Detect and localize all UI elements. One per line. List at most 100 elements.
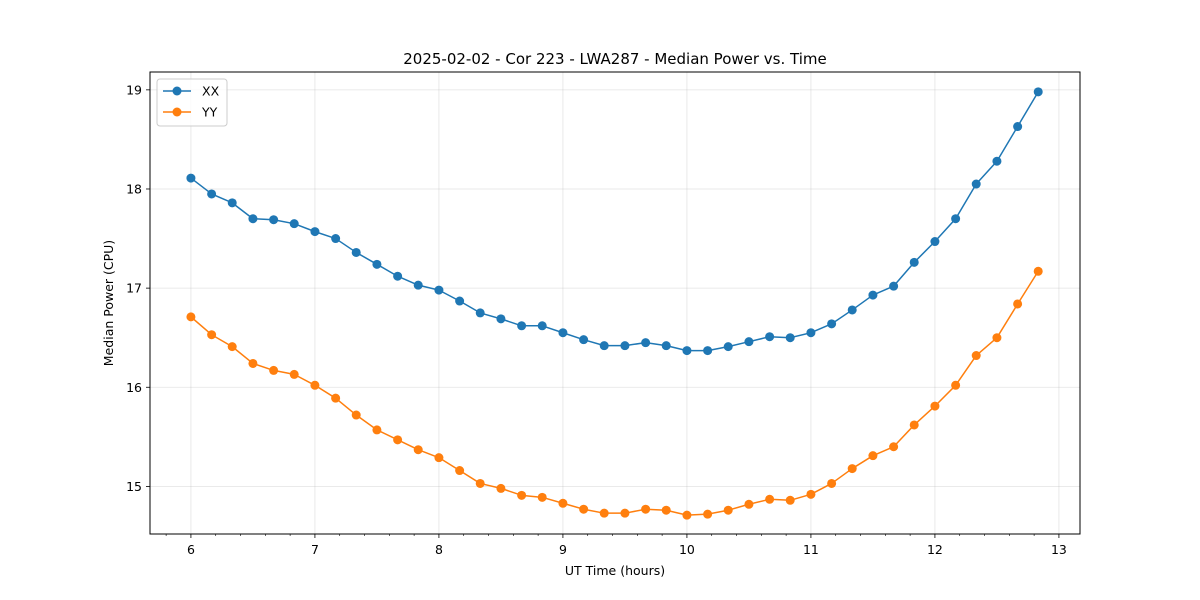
data-point-yy — [909, 420, 919, 430]
data-point-yy — [455, 466, 465, 476]
y-axis-title: Median Power (CPU) — [101, 240, 116, 366]
data-point-xx — [248, 214, 258, 224]
data-point-yy — [971, 351, 981, 361]
data-point-yy — [269, 365, 279, 375]
chart-title: 2025-02-02 - Cor 223 - LWA287 - Median P… — [403, 50, 827, 68]
data-point-yy — [331, 393, 341, 403]
data-point-xx — [186, 173, 196, 183]
x-tick-label: 10 — [679, 542, 695, 557]
legend: XX YY — [156, 78, 228, 127]
data-point-yy — [868, 451, 878, 461]
data-point-xx — [537, 321, 547, 331]
legend-label-yy: YY — [201, 105, 218, 120]
data-point-xx — [331, 234, 341, 244]
y-tick-label: 18 — [126, 181, 142, 196]
data-point-xx — [207, 189, 217, 199]
data-point-xx — [496, 314, 506, 324]
data-point-yy — [413, 445, 423, 455]
y-tick-label: 17 — [126, 281, 142, 296]
y-tick-label: 15 — [126, 479, 142, 494]
x-tick-label: 12 — [927, 542, 943, 557]
data-point-xx — [641, 338, 651, 348]
data-point-xx — [909, 257, 919, 267]
data-point-yy — [372, 425, 382, 435]
data-point-xx — [682, 346, 692, 356]
data-point-yy — [517, 490, 527, 500]
data-point-xx — [517, 321, 527, 331]
data-point-yy — [579, 504, 589, 514]
data-point-yy — [930, 401, 940, 411]
data-point-xx — [723, 342, 733, 352]
data-point-yy — [765, 494, 775, 504]
series-yy — [186, 266, 1043, 520]
data-point-yy — [620, 508, 630, 518]
data-point-yy — [289, 369, 299, 379]
data-point-yy — [951, 380, 961, 390]
data-point-yy — [641, 504, 651, 514]
data-point-yy — [682, 510, 692, 520]
x-tick-label: 13 — [1051, 542, 1067, 557]
x-tick-label: 8 — [435, 542, 443, 557]
data-point-yy — [806, 489, 816, 499]
data-point-xx — [269, 215, 279, 225]
data-point-xx — [661, 341, 671, 351]
data-point-xx — [1013, 122, 1023, 132]
data-point-xx — [599, 341, 609, 351]
x-tick-label: 11 — [803, 542, 819, 557]
series-layer — [186, 87, 1043, 520]
data-point-yy — [1013, 299, 1023, 309]
legend-marker-yy — [172, 107, 182, 117]
data-point-xx — [971, 179, 981, 189]
data-point-xx — [806, 328, 816, 338]
data-point-yy — [889, 442, 899, 452]
data-point-xx — [434, 285, 444, 295]
data-point-xx — [579, 335, 589, 345]
grid — [150, 72, 1080, 534]
data-point-yy — [186, 312, 196, 322]
y-tick-label: 19 — [126, 82, 142, 97]
data-point-xx — [785, 333, 795, 343]
data-point-xx — [413, 280, 423, 290]
data-point-xx — [393, 271, 403, 281]
data-point-yy — [248, 358, 258, 368]
y-tick-label: 16 — [126, 380, 142, 395]
data-point-xx — [289, 219, 299, 229]
data-point-yy — [475, 478, 485, 488]
data-point-yy — [310, 380, 320, 390]
data-point-xx — [455, 296, 465, 306]
data-point-yy — [827, 478, 837, 488]
data-point-xx — [372, 259, 382, 269]
data-point-yy — [537, 492, 547, 502]
data-point-xx — [889, 281, 899, 291]
data-point-yy — [434, 453, 444, 463]
x-tick-label: 9 — [559, 542, 567, 557]
series-xx — [186, 87, 1043, 356]
data-point-yy — [723, 505, 733, 515]
data-point-xx — [992, 156, 1002, 166]
data-point-xx — [227, 198, 237, 208]
data-point-yy — [599, 508, 609, 518]
axis-ticks: 6 7 8 9 10 11 12 13 15 16 17 18 19 — [126, 82, 1067, 557]
data-point-xx — [744, 337, 754, 347]
data-point-yy — [744, 499, 754, 509]
legend-marker-xx — [172, 86, 182, 96]
legend-label-xx: XX — [202, 84, 220, 99]
data-point-yy — [1033, 266, 1043, 276]
data-point-yy — [703, 509, 713, 519]
data-point-yy — [496, 483, 506, 493]
data-point-xx — [951, 214, 961, 224]
data-point-xx — [868, 290, 878, 300]
data-point-xx — [1033, 87, 1043, 97]
data-point-yy — [393, 435, 403, 445]
data-point-xx — [703, 346, 713, 356]
data-point-yy — [785, 495, 795, 505]
data-point-yy — [207, 330, 217, 340]
data-point-xx — [310, 227, 320, 237]
data-point-xx — [765, 332, 775, 342]
plot-frame — [149, 71, 1081, 535]
x-tick-label: 6 — [187, 542, 195, 557]
x-axis-title: UT Time (hours) — [565, 563, 665, 578]
data-point-xx — [847, 305, 857, 315]
data-point-xx — [475, 308, 485, 318]
data-point-xx — [827, 319, 837, 329]
